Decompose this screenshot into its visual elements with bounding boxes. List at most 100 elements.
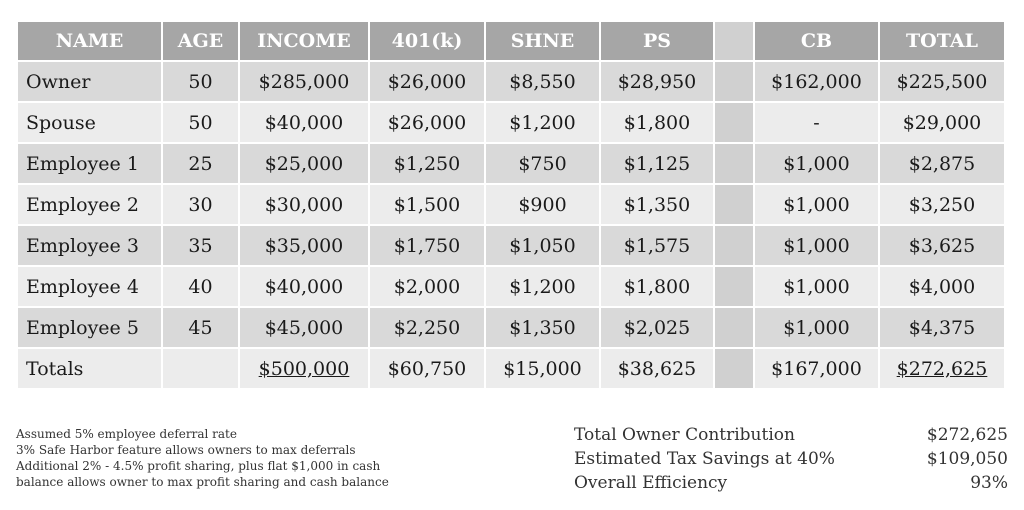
summary-value: $109,050 <box>926 449 1008 469</box>
totals-401k: $60,750 <box>370 349 484 388</box>
cell-shne: $1,350 <box>486 308 599 347</box>
header-name: NAME <box>18 22 161 60</box>
cell-income: $40,000 <box>240 267 368 306</box>
cell-shne: $750 <box>486 144 599 183</box>
cell-cb: $1,000 <box>755 144 878 183</box>
cell-401k: $2,000 <box>370 267 484 306</box>
cell-401k: $1,500 <box>370 185 484 224</box>
totals-label: Totals <box>18 349 161 388</box>
cell-income: $40,000 <box>240 103 368 142</box>
cell-401k: $1,250 <box>370 144 484 183</box>
table-row: Employee 1 25 $25,000 $1,250 $750 $1,125… <box>18 144 1004 183</box>
cell-income: $285,000 <box>240 62 368 101</box>
cell-total: $29,000 <box>880 103 1004 142</box>
cell-income: $30,000 <box>240 185 368 224</box>
cell-income: $25,000 <box>240 144 368 183</box>
cell-ps: $2,025 <box>601 308 713 347</box>
table-row: Employee 4 40 $40,000 $2,000 $1,200 $1,8… <box>18 267 1004 306</box>
totals-income: $500,000 <box>240 349 368 388</box>
cell-spacer <box>715 144 753 183</box>
cell-age: 25 <box>163 144 238 183</box>
cell-name: Employee 2 <box>18 185 161 224</box>
cell-spacer <box>715 267 753 306</box>
totals-ps: $38,625 <box>601 349 713 388</box>
cell-ps: $1,125 <box>601 144 713 183</box>
cell-spacer <box>715 62 753 101</box>
cell-spacer <box>715 226 753 265</box>
cell-401k: $1,750 <box>370 226 484 265</box>
cell-cb: $1,000 <box>755 308 878 347</box>
cell-total: $225,500 <box>880 62 1004 101</box>
cell-age: 40 <box>163 267 238 306</box>
cell-shne: $1,200 <box>486 103 599 142</box>
note-line: Additional 2% - 4.5% profit sharing, plu… <box>16 459 381 473</box>
summary-value: 93% <box>970 473 1008 493</box>
totals-cb: $167,000 <box>755 349 878 388</box>
cell-name: Employee 3 <box>18 226 161 265</box>
table-row: Owner 50 $285,000 $26,000 $8,550 $28,950… <box>18 62 1004 101</box>
summary-label: Overall Efficiency <box>574 473 728 493</box>
cell-cb: $162,000 <box>755 62 878 101</box>
cell-spacer <box>715 349 753 388</box>
cell-income: $35,000 <box>240 226 368 265</box>
totals-shne: $15,000 <box>486 349 599 388</box>
header-income: INCOME <box>240 22 368 60</box>
cell-shne: $1,050 <box>486 226 599 265</box>
header-ps: PS <box>601 22 713 60</box>
cell-ps: $28,950 <box>601 62 713 101</box>
cell-name: Employee 4 <box>18 267 161 306</box>
cell-spacer <box>715 103 753 142</box>
summary-label: Estimated Tax Savings at 40% <box>574 449 835 469</box>
header-shne: SHNE <box>486 22 599 60</box>
cell-401k: $2,250 <box>370 308 484 347</box>
cell-name: Employee 5 <box>18 308 161 347</box>
note-line: 3% Safe Harbor feature allows owners to … <box>16 443 356 457</box>
cell-cb: $1,000 <box>755 185 878 224</box>
cell-age: 50 <box>163 103 238 142</box>
cell-cb: $1,000 <box>755 267 878 306</box>
cell-age: 30 <box>163 185 238 224</box>
summary-value: $272,625 <box>926 425 1008 445</box>
summary-block: Total Owner Contribution $272,625 Estima… <box>574 423 1008 495</box>
cell-income: $45,000 <box>240 308 368 347</box>
cell-total: $3,250 <box>880 185 1004 224</box>
cell-ps: $1,575 <box>601 226 713 265</box>
header-total: TOTAL <box>880 22 1004 60</box>
totals-row: Totals $500,000 $60,750 $15,000 $38,625 … <box>18 349 1004 388</box>
cell-shne: $8,550 <box>486 62 599 101</box>
cell-total: $3,625 <box>880 226 1004 265</box>
header-age: AGE <box>163 22 238 60</box>
cell-total: $4,000 <box>880 267 1004 306</box>
cell-total: $2,875 <box>880 144 1004 183</box>
cell-ps: $1,800 <box>601 267 713 306</box>
summary-row: Estimated Tax Savings at 40% $109,050 <box>574 447 1008 471</box>
cell-401k: $26,000 <box>370 62 484 101</box>
assumption-notes: Assumed 5% employee deferral rate 3% Saf… <box>16 426 389 490</box>
table-row: Spouse 50 $40,000 $26,000 $1,200 $1,800 … <box>18 103 1004 142</box>
totals-total: $272,625 <box>880 349 1004 388</box>
cell-cb: - <box>755 103 878 142</box>
contribution-table: NAME AGE INCOME 401(k) SHNE PS CB TOTAL … <box>16 20 1006 390</box>
cell-spacer <box>715 308 753 347</box>
note-line: Assumed 5% employee deferral rate <box>16 427 237 441</box>
table-row: Employee 5 45 $45,000 $2,250 $1,350 $2,0… <box>18 308 1004 347</box>
totals-age <box>163 349 238 388</box>
cell-cb: $1,000 <box>755 226 878 265</box>
cell-name: Spouse <box>18 103 161 142</box>
header-401k: 401(k) <box>370 22 484 60</box>
cell-name: Owner <box>18 62 161 101</box>
cell-age: 50 <box>163 62 238 101</box>
cell-total: $4,375 <box>880 308 1004 347</box>
cell-ps: $1,800 <box>601 103 713 142</box>
header-spacer <box>715 22 753 60</box>
summary-label: Total Owner Contribution <box>574 425 795 445</box>
cell-spacer <box>715 185 753 224</box>
cell-age: 45 <box>163 308 238 347</box>
summary-row: Overall Efficiency 93% <box>574 471 1008 495</box>
cell-name: Employee 1 <box>18 144 161 183</box>
cell-shne: $1,200 <box>486 267 599 306</box>
note-line: balance allows owner to max profit shari… <box>16 475 389 489</box>
summary-row: Total Owner Contribution $272,625 <box>574 423 1008 447</box>
header-row: NAME AGE INCOME 401(k) SHNE PS CB TOTAL <box>18 22 1004 60</box>
